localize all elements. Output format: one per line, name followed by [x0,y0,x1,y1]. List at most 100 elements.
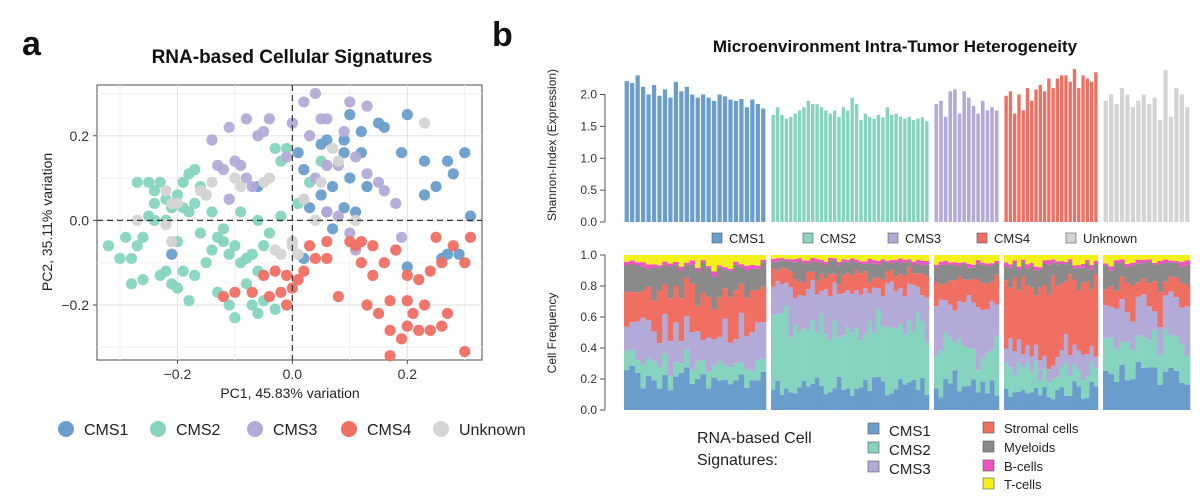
cell-frequency-segment-myeloids [1029,266,1035,288]
cell-frequency-segment-cms3 [727,342,734,368]
point-cms4 [464,231,477,243]
shannon-legend-label-cms2: CMS2 [820,231,856,246]
cell-frequency-segment-t-cells [716,255,723,266]
cell-frequency-segment-cms2 [722,364,729,380]
cell-frequency-segment-cms3 [975,307,981,371]
shannon-bar-cms4 [1077,88,1081,223]
cell-frequency-segment-b-cells [1004,262,1009,267]
shannon-legend-swatch-cms3 [887,232,899,244]
point-cms4 [281,269,293,281]
point-cms2 [125,278,138,290]
cell-frequency-segment-stromal-cells [656,290,663,344]
shannon-bar-cms1 [684,86,689,222]
point-cms1 [298,164,310,176]
cell-frequency-segment-b-cells [1179,262,1185,267]
cell-frequency-segment-cms2 [1042,368,1048,387]
cell-frequency-segment-cms3 [871,287,877,333]
shannon-bar-cms2 [832,110,837,222]
cell-frequency-segment-cms3 [1173,297,1180,337]
cell-frequency-segment-t-cells [771,255,776,259]
shannon-bar-cms3 [957,113,962,223]
cell-frequency-segment-cms1 [645,376,652,410]
cell-frequency-segment-cms1 [938,397,944,410]
cell-frequency-segment-myeloids [1130,265,1136,286]
cell-frequency-tick-label: 0.2 [580,372,597,386]
cell-frequency-segment-stromal-cells [700,292,707,341]
cell-frequency-segment-cms3 [845,290,851,327]
cell-frequency-segment-cms1 [1157,384,1164,410]
point-cms3 [258,125,270,138]
cell-frequency-segment-cms3 [1124,312,1131,342]
cell-frequency-segment-b-cells [975,260,981,264]
cell-frequency-segment-stromal-cells [1042,285,1048,356]
cell-frequency-segment-b-cells [722,267,729,270]
cell-frequency-segment-cms3 [836,294,842,338]
point-cms1 [349,206,362,218]
cell-frequency-segment-b-cells [779,258,785,261]
point-cms2 [171,282,184,294]
cell-frequency-segment-cms3 [1089,346,1095,362]
cell-frequency-segment-cms3 [898,287,903,324]
point-cms2 [120,231,132,243]
shannon-bar-cms2 [810,104,815,222]
shannon-bar-unknown [1130,107,1136,222]
cell-frequency-segment-myeloids [1042,263,1048,285]
point-cms3 [281,151,293,163]
shannon-legend-swatch-unknown [1065,232,1077,244]
cell-frequency-segment-b-cells [738,264,745,267]
shannon-bar-cms2 [863,113,868,223]
point-cms2 [143,176,155,188]
cell-frequency-segment-cms2 [1033,361,1039,388]
shannon-bar-cms3 [962,91,966,222]
cell-frequency-segment-cms3 [810,280,816,320]
point-cms2 [217,223,230,235]
cell-frequency-segment-cms3 [695,331,701,362]
cell-frequency-segment-myeloids [832,259,838,274]
cell-frequency-segment-cms3 [902,296,908,335]
cell-frequency-segment-stromal-cells [711,309,718,340]
point-cms4 [229,286,241,298]
cell-frequency-segment-cms1 [863,379,868,410]
point-cms3 [361,168,373,180]
cell-frequency-segment-b-cells [850,258,855,261]
shannon-bar-cms1 [657,95,662,222]
cell-frequency-segment-b-cells [1008,264,1013,268]
cell-frequency-segment-cms3 [1157,327,1164,356]
cell-frequency-tick-label: 1.0 [580,248,597,262]
cell-frequency-segment-cms3 [1184,306,1191,356]
cell-frequency-segment-t-cells [966,255,972,264]
cell-legend-swatch-cms2 [867,441,880,454]
cell-frequency-segment-cms3 [744,336,750,369]
cell-frequency-segment-cms3 [938,299,944,351]
cell-frequency-segment-cms3 [1103,305,1109,339]
shannon-bar-cms4 [1094,72,1098,222]
cell-legend-label-b-cells: B-cells [1004,459,1044,474]
cell-frequency-segment-t-cells [1072,255,1077,266]
cell-frequency-segment-cms3 [705,337,712,372]
point-cms4 [413,274,425,286]
cell-frequency-segment-cms3 [662,313,668,354]
cell-frequency-segment-myeloids [760,262,767,287]
cell-frequency-segment-stromal-cells [898,274,903,288]
cell-frequency-segment-b-cells [662,261,668,265]
cell-frequency-segment-t-cells [850,255,855,259]
cell-frequency-segment-cms3 [1059,349,1065,367]
cell-frequency-segment-t-cells [667,255,674,264]
cell-frequency-segment-cms2 [1135,335,1142,362]
scatter-y-ticks: −0.2 0.0 0.2 [61,128,97,313]
shannon-bar-cms1 [690,94,695,222]
legend-label-cms4: CMS4 [367,422,412,439]
shannon-bar-cms3 [990,107,994,222]
cell-frequency-segment-t-cells [1168,255,1174,261]
shannon-bar-cms3 [976,113,980,223]
cell-frequency-stacked-bars [624,255,1191,410]
cell-frequency-segment-t-cells [1055,255,1060,262]
cell-frequency-segment-cms2 [1119,342,1126,365]
point-cms3 [304,130,316,142]
cell-frequency-segment-cms1 [771,390,776,410]
cell-frequency-segment-cms3 [1072,344,1077,365]
cell-frequency-segment-b-cells [689,260,696,265]
cell-frequency-segment-cms2 [1130,350,1136,380]
cell-frequency-segment-cms1 [1072,381,1077,410]
